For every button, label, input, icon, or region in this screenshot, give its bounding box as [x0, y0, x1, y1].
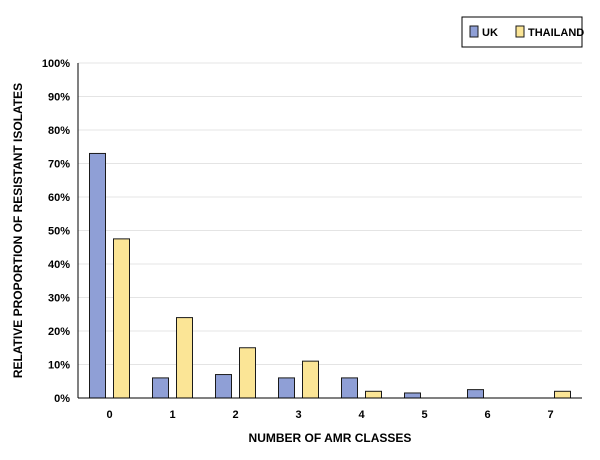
x-tick-label: 5 [421, 409, 427, 421]
bar-thailand-4 [365, 390, 382, 399]
gridlines [78, 62, 582, 365]
legend: UK THAILAND [461, 16, 584, 48]
y-tick-labels: 0% 10% 20% 30% 40% 50% 60% 70% 80% 90% 100% [42, 58, 70, 405]
legend-swatch-thailand [515, 25, 525, 38]
y-tick-label: 100% [42, 58, 70, 70]
bar-thailand-7 [554, 390, 571, 399]
y-tick-label: 20% [48, 326, 70, 338]
bar-thailand-1 [176, 317, 193, 399]
x-tick-labels: 0 1 2 3 4 5 6 7 [106, 409, 553, 421]
bars [89, 152, 571, 399]
bar-uk-3 [278, 377, 295, 399]
y-tick-label: 40% [48, 259, 70, 271]
y-axis-title: RELATIVE PROPORTION OF RESISTANT ISOLATE… [11, 83, 25, 378]
bar-uk-5 [404, 392, 421, 399]
x-tick-label: 6 [484, 409, 490, 421]
x-tick-label: 2 [232, 409, 238, 421]
x-tick-label: 4 [358, 409, 365, 421]
bar-thailand-3 [302, 360, 319, 399]
y-tick-label: 70% [48, 159, 70, 171]
legend-label-thailand: THAILAND [528, 27, 584, 39]
bar-uk-1 [152, 377, 169, 399]
y-tick-label: 0% [54, 393, 70, 405]
y-tick-label: 60% [48, 192, 70, 204]
bar-uk-4 [341, 377, 358, 399]
x-tick-label: 0 [106, 409, 112, 421]
x-tick-label: 7 [547, 409, 553, 421]
y-tick-label: 30% [48, 293, 70, 305]
legend-label-uk: UK [482, 27, 498, 39]
bar-thailand-2 [239, 347, 256, 399]
bar-thailand-0 [113, 238, 130, 399]
y-tick-label: 90% [48, 92, 70, 104]
bar-uk-2 [215, 374, 232, 399]
bar-uk-0 [89, 152, 106, 399]
y-tick-label: 10% [48, 360, 70, 372]
x-axis-title: NUMBER OF AMR CLASSES [249, 431, 412, 445]
y-tick-label: 80% [48, 125, 70, 137]
y-tick-label: 50% [48, 226, 70, 238]
x-tick-label: 1 [169, 409, 175, 421]
bar-uk-6 [467, 389, 484, 399]
x-tick-label: 3 [295, 409, 301, 421]
legend-swatch-uk [469, 25, 479, 38]
